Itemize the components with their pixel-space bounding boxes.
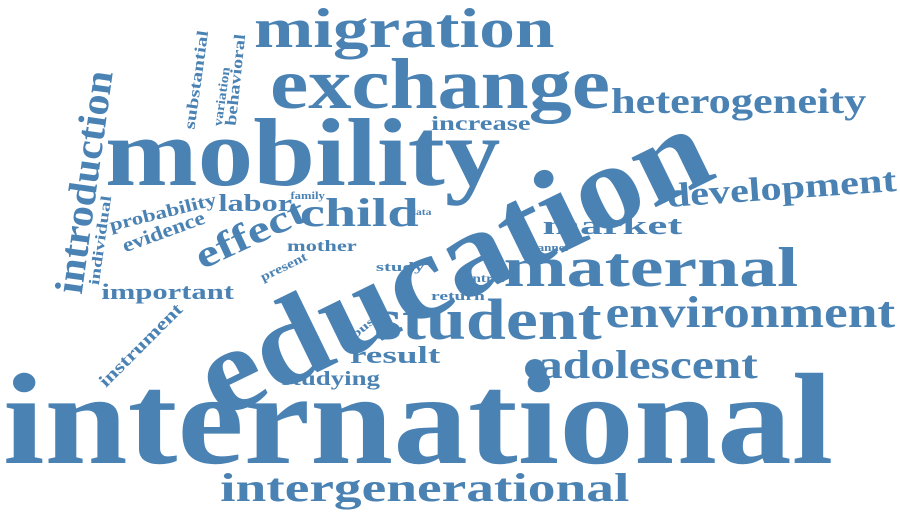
word-increase: increase — [431, 113, 531, 135]
word-mobility: mobility — [104, 99, 500, 206]
word-international: international — [2, 348, 834, 492]
word-migration: migration — [253, 0, 555, 60]
word-family: family — [289, 191, 325, 202]
word-study: study — [375, 258, 425, 274]
word-student: student — [374, 287, 602, 352]
word-heterogeneity: heterogeneity — [610, 81, 866, 121]
word-control: control — [457, 271, 505, 285]
word-child: child — [299, 190, 419, 235]
word-intergenerational: intergenerational — [220, 465, 630, 510]
word-result: result — [349, 343, 441, 369]
word-studying: studying — [280, 368, 380, 390]
word-channel: channel — [524, 241, 568, 254]
word-return: return — [431, 287, 485, 303]
word-data: data — [408, 206, 432, 217]
word-exchange: exchange — [270, 44, 610, 124]
word-adolescent: adolescent — [538, 342, 758, 387]
dot-decoration — [525, 359, 545, 379]
word-environment: environment — [605, 288, 895, 337]
word-maternal: maternal — [503, 237, 799, 299]
word-mother: mother — [287, 238, 357, 255]
word-labor: labor — [218, 191, 292, 217]
word-important: important — [100, 279, 234, 304]
word-market: market — [542, 211, 682, 240]
